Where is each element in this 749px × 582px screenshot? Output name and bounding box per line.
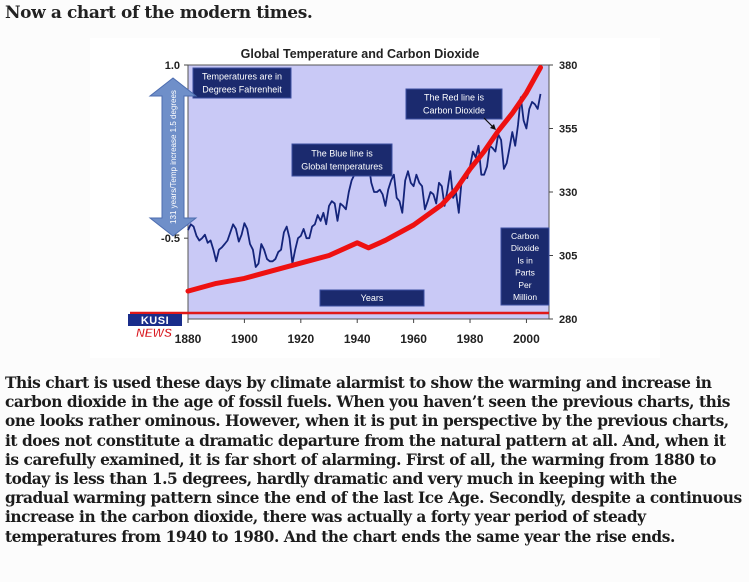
x-tick-label: 1960 [400, 332, 427, 346]
arrow-label: 131 years/Temp increase 1.5 degrees [169, 90, 178, 224]
x-tick-label: 1880 [175, 332, 202, 346]
annotation-units-box-text: Degrees Fahrenheit [202, 85, 282, 95]
logo-mark: KUSI [141, 315, 169, 327]
annotation-units-box-text: Temperatures are in [202, 72, 282, 82]
left-tick-label: -0.5 [161, 233, 180, 245]
temperature-co2-chart: Global Temperature and Carbon Dioxide 18… [128, 47, 577, 346]
right-tick-label: 380 [559, 60, 577, 72]
annotation-blue-line-box: The Blue line is Global temperatures [291, 143, 393, 177]
annotation-co2-units-box-text: Dioxide [511, 243, 540, 253]
annotation-co2-units-box-text: Per [518, 280, 531, 290]
x-tick-label: 1900 [231, 332, 258, 346]
right-tick-label: 355 [559, 124, 577, 136]
double-arrow-shape [148, 77, 198, 237]
right-tick-label: 305 [559, 251, 577, 263]
x-tick-label: 1940 [344, 332, 371, 346]
annotation-blue-line-box-text: The Blue line is [311, 149, 373, 159]
article-paragraph: This chart is used these days by climate… [5, 374, 742, 546]
x-tick-label: 2000 [513, 332, 540, 346]
annotation-co2-units-box: Carbon Dioxide Is in Parts Per Million [500, 227, 550, 306]
annotation-red-line-box-text: Carbon Dioxide [423, 106, 485, 116]
annotation-years-box-text: Years [361, 293, 384, 303]
left-tick-label: 1.0 [165, 60, 180, 72]
annotation-co2-units-box-text: Carbon [511, 231, 539, 241]
annotation-co2-units-box-text: Parts [515, 268, 535, 278]
x-tick-label: 1980 [457, 332, 484, 346]
annotation-years-box: Years [319, 289, 425, 307]
right-tick-label: 280 [559, 314, 577, 326]
co2-series-line [185, 65, 543, 294]
logo-mark: NEWS [136, 326, 172, 340]
annotation-red-line-box: The Red line is Carbon Dioxide [405, 88, 503, 120]
chart-figure: Global Temperature and Carbon Dioxide 18… [90, 38, 660, 358]
page-heading: Now a chart of the modern times. [5, 3, 313, 23]
temp-increase-arrow: 131 years/Temp increase 1.5 degrees [148, 77, 198, 237]
right-tick-label: 330 [559, 187, 577, 199]
annotation-co2-units-box-text: Million [513, 292, 537, 302]
annotation-red-line-box-text: The Red line is [424, 93, 485, 103]
annotation-blue-line-box-text: Global temperatures [301, 162, 383, 172]
annotation-pointer-head [490, 124, 496, 130]
x-tick-label: 1920 [287, 332, 314, 346]
annotation-units-box: Temperatures are in Degrees Fahrenheit [192, 67, 292, 99]
chart-title: Global Temperature and Carbon Dioxide [241, 47, 480, 61]
annotation-co2-units-box-text: Is in [517, 255, 533, 265]
